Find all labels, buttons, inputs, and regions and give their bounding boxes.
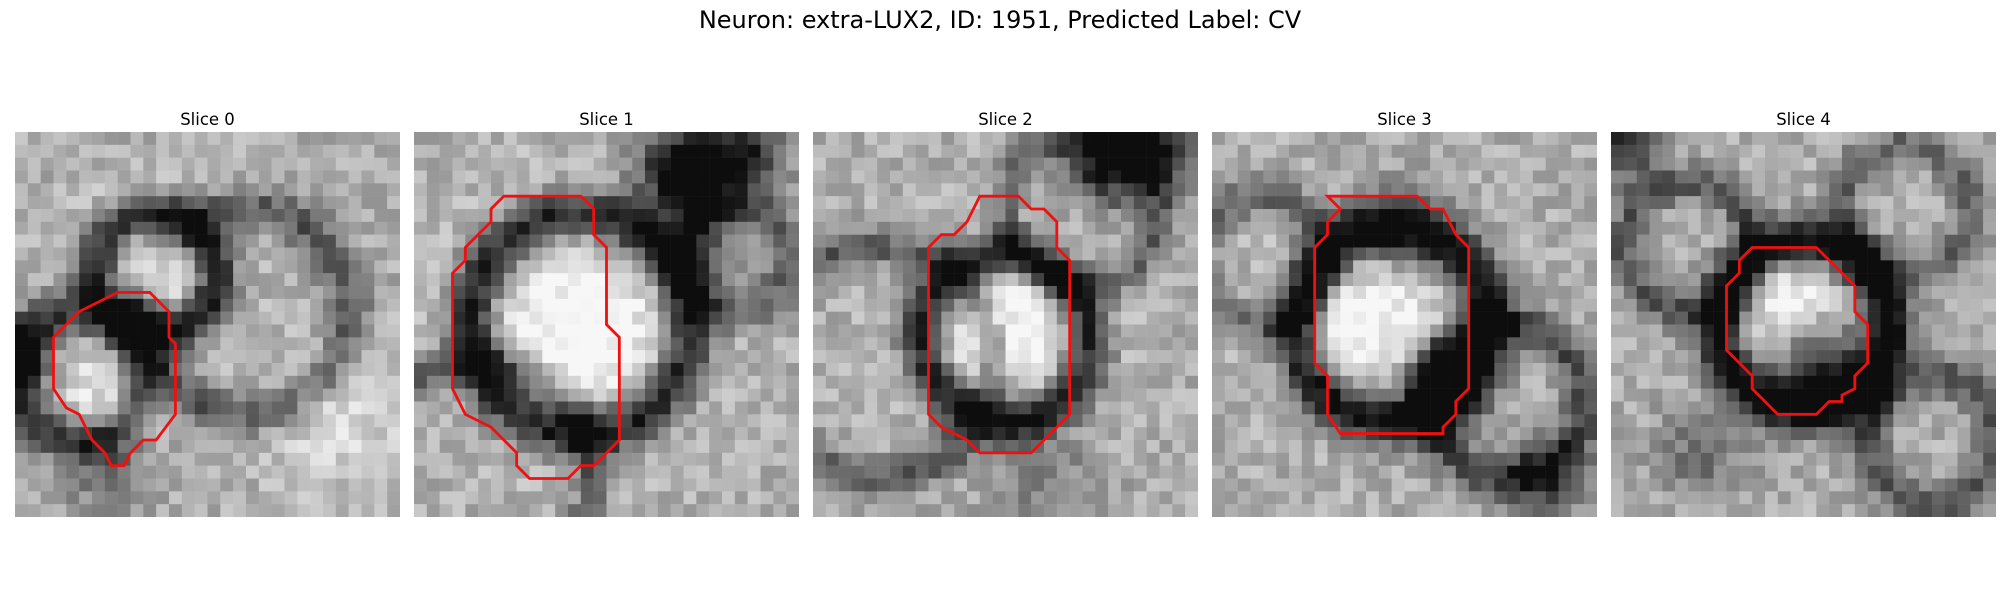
roi-outline bbox=[451, 194, 621, 480]
slice-image-3 bbox=[1212, 132, 1597, 517]
slice-title-1: Slice 1 bbox=[579, 110, 634, 129]
slice-image-4 bbox=[1611, 132, 1996, 517]
roi-outline bbox=[52, 291, 177, 468]
slice-title-0: Slice 0 bbox=[180, 110, 235, 129]
slice-image-2 bbox=[813, 132, 1198, 517]
slice-panel-3: Slice 3 bbox=[1212, 108, 1597, 517]
figure-title: Neuron: extra-LUX2, ID: 1951, Predicted … bbox=[698, 6, 1302, 34]
slice-title-4: Slice 4 bbox=[1776, 110, 1831, 129]
slice-title-2: Slice 2 bbox=[978, 110, 1033, 129]
slice-panel-4: Slice 4 bbox=[1611, 108, 1996, 517]
roi-outline bbox=[1725, 246, 1870, 416]
slice-title-3: Slice 3 bbox=[1377, 110, 1432, 129]
slice-image-1 bbox=[414, 132, 799, 517]
roi-outline bbox=[927, 194, 1072, 455]
slice-panel-0: Slice 0 bbox=[15, 108, 400, 517]
slice-panel-1: Slice 1 bbox=[414, 108, 799, 517]
slice-panel-2: Slice 2 bbox=[813, 108, 1198, 517]
slice-image-0 bbox=[15, 132, 400, 517]
roi-outline bbox=[1313, 194, 1471, 435]
